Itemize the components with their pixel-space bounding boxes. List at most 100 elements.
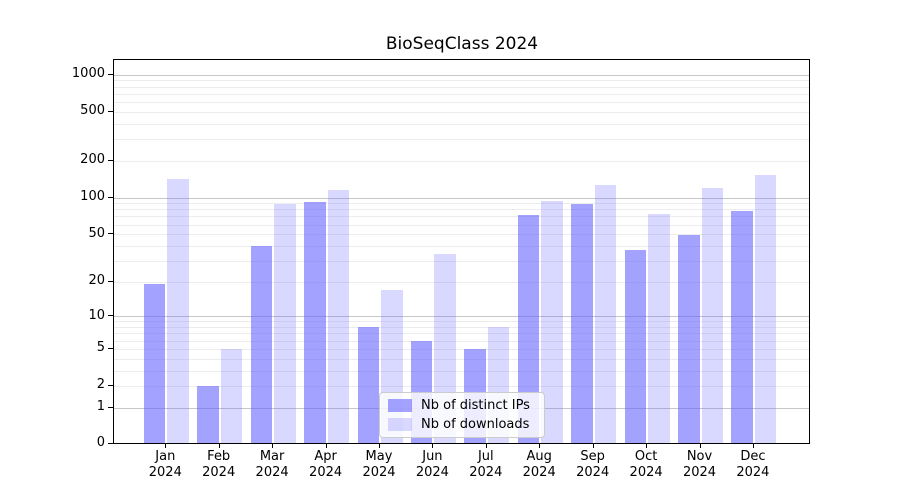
x-tick [592,443,594,448]
x-tick-label: Dec 2024 [726,449,780,481]
x-tick-label-line: 2024 [148,465,182,480]
plot-area [113,59,810,444]
bar-downloads [541,201,563,443]
bar-downloads [754,174,777,443]
x-tick-label-line: 2024 [522,465,556,480]
x-tick-label-line: Aug [526,449,552,464]
x-tick-label-line: Jul [477,449,494,464]
y-tick-label: 100 [80,189,105,205]
grid-line-minor [114,102,809,104]
y-tick-label: 1 [96,399,105,415]
y-tick [108,159,113,161]
x-tick-label: Apr 2024 [299,449,353,481]
x-tick-label-line: 2024 [682,465,717,480]
x-tick-label-line: Jan [155,449,176,464]
y-tick-label: 2 [96,377,105,393]
chart-title: BioSeqClass 2024 [385,34,539,54]
x-tick-label: Mar 2024 [245,449,299,481]
bar-downloads [327,190,350,443]
grid-line-minor [114,160,809,162]
y-tick [108,384,113,386]
x-tick-label: Jul 2024 [459,449,513,481]
x-tick [272,443,274,448]
grid-line-minor [114,358,809,360]
y-tick [108,110,113,112]
bar-distinct-ips [357,327,379,443]
y-tick [108,280,113,282]
y-tick [108,442,113,444]
grid-line-minor [114,385,809,387]
y-tick-label: 1000 [71,66,105,82]
x-tick-label-line: Nov [686,449,713,464]
grid-line-minor [114,260,809,262]
grid-line-minor [114,80,809,82]
bar-downloads [648,213,670,443]
bar-downloads [274,203,296,443]
grid-line-major [114,316,809,318]
grid-line-minor [114,234,809,236]
x-tick-label-line: 2024 [576,465,610,480]
grid-line-minor [114,245,809,247]
bar-downloads [167,178,189,443]
grid-line-minor [114,224,809,226]
x-tick-label: Jan 2024 [138,449,192,481]
x-tick-label: Sep 2024 [566,449,620,481]
y-tick-label: 200 [80,152,105,168]
bar-distinct-ips [304,202,326,443]
x-tick [485,443,487,448]
y-tick-label: 0 [96,435,105,450]
y-tick [108,73,113,75]
grid-line-minor [114,321,809,323]
grid-line-minor [114,123,809,125]
y-tick-label: 50 [88,225,105,241]
grid-line-minor [114,111,809,113]
bar-distinct-ips [678,235,700,443]
x-tick-label: May 2024 [352,449,406,481]
x-tick-label-line: Oct [634,449,658,464]
grid-line-minor [114,209,809,211]
x-tick-label: Jun 2024 [405,449,459,481]
grid-line-minor [114,86,809,88]
y-tick-label: 20 [88,273,105,289]
x-tick [539,443,541,448]
grid-line-minor [114,203,809,205]
y-tick [108,315,113,317]
x-tick-label-line: 2024 [309,465,343,480]
x-tick [752,443,754,448]
grid-line-minor [114,139,809,141]
bar-downloads [701,187,723,443]
bar-distinct-ips [517,215,540,443]
bar-downloads [594,184,617,443]
grid-line-major [114,197,809,199]
x-tick-label-line: 2024 [415,465,449,480]
x-tick-label-line: Sep [580,449,605,464]
y-tick [108,347,113,349]
bar-distinct-ips [731,211,753,443]
grid-line-minor [114,333,809,335]
x-tick [218,443,220,448]
x-tick-label-line: Jun [422,449,443,464]
x-tick-label-line: 2024 [736,465,770,480]
x-tick [379,443,380,448]
x-tick-label-line: 2024 [202,465,236,480]
x-tick-label-line: Mar [259,449,285,464]
x-tick-label-line: 2024 [255,465,289,480]
legend: Nb of distinct IPs Nb of downloads [379,392,545,438]
legend-swatch-distinct-ips [388,399,412,412]
bar-distinct-ips [143,284,166,443]
x-tick [165,443,167,448]
grid-line-minor [114,93,809,95]
legend-label-downloads: Nb of downloads [421,416,530,432]
x-tick-label-line: Dec [740,449,766,464]
x-tick-label-line: 2024 [629,465,663,480]
legend-swatch-downloads [388,418,412,431]
x-tick [432,443,434,448]
bar-distinct-ips [197,385,219,443]
y-tick-label: 500 [80,103,105,119]
x-tick-label: Aug 2024 [512,449,566,481]
legend-item-downloads: Nb of downloads [388,416,536,432]
grid-line-minor [114,281,809,283]
bar-downloads [220,348,243,443]
x-tick-label: Feb 2024 [192,449,246,481]
